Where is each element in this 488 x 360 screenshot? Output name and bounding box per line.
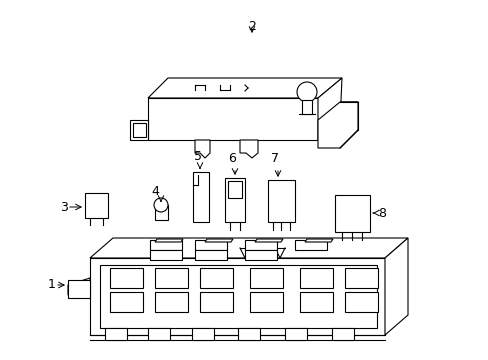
Polygon shape xyxy=(68,278,90,295)
Polygon shape xyxy=(200,292,232,312)
Polygon shape xyxy=(155,205,168,220)
Polygon shape xyxy=(110,292,142,312)
Text: 6: 6 xyxy=(227,152,235,165)
Polygon shape xyxy=(244,250,276,260)
Polygon shape xyxy=(305,239,332,242)
Text: 8: 8 xyxy=(377,207,385,220)
Polygon shape xyxy=(85,193,108,218)
Polygon shape xyxy=(267,180,294,222)
Polygon shape xyxy=(90,258,384,335)
Polygon shape xyxy=(110,268,142,288)
Polygon shape xyxy=(195,140,209,158)
Polygon shape xyxy=(331,328,353,340)
Polygon shape xyxy=(302,100,311,114)
Polygon shape xyxy=(133,123,146,137)
Text: 4: 4 xyxy=(151,185,159,198)
Polygon shape xyxy=(130,120,148,140)
Polygon shape xyxy=(150,250,182,260)
Polygon shape xyxy=(384,238,407,335)
Polygon shape xyxy=(345,292,377,312)
Polygon shape xyxy=(193,172,208,222)
Polygon shape xyxy=(345,268,377,288)
Polygon shape xyxy=(227,181,242,198)
Polygon shape xyxy=(155,292,187,312)
Circle shape xyxy=(296,82,316,102)
Text: 7: 7 xyxy=(270,152,279,165)
Polygon shape xyxy=(299,292,332,312)
Text: 1: 1 xyxy=(48,279,56,292)
Text: 2: 2 xyxy=(247,20,255,33)
Polygon shape xyxy=(195,240,226,250)
Polygon shape xyxy=(204,239,232,242)
Polygon shape xyxy=(155,239,183,242)
Polygon shape xyxy=(200,268,232,288)
Polygon shape xyxy=(285,328,306,340)
Polygon shape xyxy=(299,268,332,288)
Text: 3: 3 xyxy=(60,201,68,213)
Text: 5: 5 xyxy=(194,150,202,163)
Polygon shape xyxy=(339,102,357,148)
Polygon shape xyxy=(192,328,214,340)
Polygon shape xyxy=(105,328,127,340)
Polygon shape xyxy=(317,102,357,148)
Polygon shape xyxy=(155,268,187,288)
Polygon shape xyxy=(150,240,182,250)
Polygon shape xyxy=(195,250,226,260)
Polygon shape xyxy=(249,268,283,288)
Polygon shape xyxy=(240,140,258,158)
Polygon shape xyxy=(317,78,341,140)
Polygon shape xyxy=(224,178,244,222)
Polygon shape xyxy=(148,328,170,340)
Polygon shape xyxy=(334,195,369,232)
Circle shape xyxy=(154,198,168,212)
Polygon shape xyxy=(68,280,90,298)
Polygon shape xyxy=(90,238,407,258)
Polygon shape xyxy=(148,78,341,98)
Polygon shape xyxy=(254,239,283,242)
Polygon shape xyxy=(100,265,376,328)
Polygon shape xyxy=(294,240,326,250)
Polygon shape xyxy=(249,292,283,312)
Polygon shape xyxy=(238,328,260,340)
Polygon shape xyxy=(244,240,276,250)
Polygon shape xyxy=(148,98,317,140)
